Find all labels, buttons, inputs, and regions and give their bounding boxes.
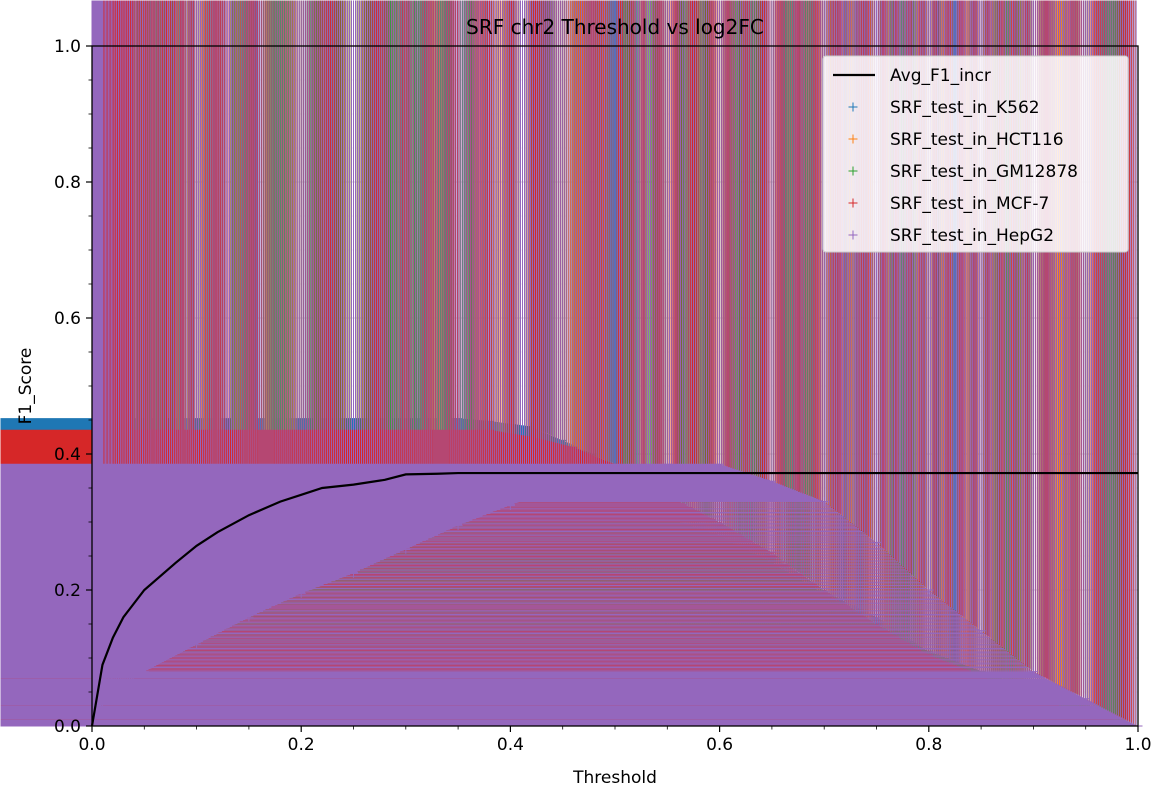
legend-marker-swatch [848, 230, 858, 240]
legend-item-srf-test-in-k562: SRF_test_in_K562 [848, 98, 1040, 118]
x-axis-label: Threshold [572, 768, 657, 788]
y-tick-label: 0.6 [54, 309, 81, 329]
y-tick-label: 0.0 [54, 717, 81, 737]
x-tick-label: 0.6 [706, 735, 733, 755]
legend-item-srf-test-in-hepg2: SRF_test_in_HepG2 [848, 226, 1054, 246]
x-tick-label: 0.2 [288, 735, 315, 755]
y-tick-label: 0.8 [54, 173, 81, 193]
legend-label: SRF_test_in_HepG2 [890, 226, 1054, 246]
series-avg-f1-incr [90, 471, 1138, 727]
legend-label: SRF_test_in_MCF-7 [890, 194, 1049, 214]
legend-box [822, 55, 1129, 253]
x-tick-label: 1.0 [1124, 735, 1151, 755]
legend-label: SRF_test_in_K562 [890, 98, 1040, 118]
legend-label: SRF_test_in_GM12878 [890, 162, 1078, 182]
x-tick-label: 0.8 [915, 735, 942, 755]
legend-marker-swatch [848, 102, 858, 112]
legend-label: SRF_test_in_HCT116 [890, 130, 1064, 150]
legend-item-srf-test-in-mcf-7: SRF_test_in_MCF-7 [848, 194, 1049, 214]
legend-marker-swatch [848, 134, 858, 144]
legend-item-srf-test-in-gm12878: SRF_test_in_GM12878 [848, 162, 1078, 182]
y-tick-label: 0.4 [54, 445, 81, 465]
y-tick-label: 0.2 [54, 581, 81, 601]
x-tick-label: 0.4 [497, 735, 524, 755]
x-axis-ticks: 0.0 0.2 0.4 0.6 0.8 1.0 [78, 726, 1152, 755]
legend-marker-swatch [848, 198, 858, 208]
y-axis-label: F1_Score [16, 348, 36, 425]
legend-marker-swatch [848, 166, 858, 176]
x-tick-label: 0.0 [78, 735, 105, 755]
legend: Avg_F1_incr SRF_test_in_K562 SRF_test_in_H… [822, 55, 1129, 253]
legend-label: Avg_F1_incr [890, 66, 991, 86]
y-tick-label: 1.0 [54, 37, 81, 57]
legend-item-srf-test-in-hct116: SRF_test_in_HCT116 [848, 130, 1064, 150]
y-axis-ticks: 0.0 0.2 0.4 0.6 0.8 1.0 [54, 37, 92, 737]
legend-item-avg-f1-incr: Avg_F1_incr [833, 66, 991, 86]
series-layer [0, 0, 1143, 731]
chart-title: SRF chr2 Threshold vs log2FC [466, 15, 764, 39]
